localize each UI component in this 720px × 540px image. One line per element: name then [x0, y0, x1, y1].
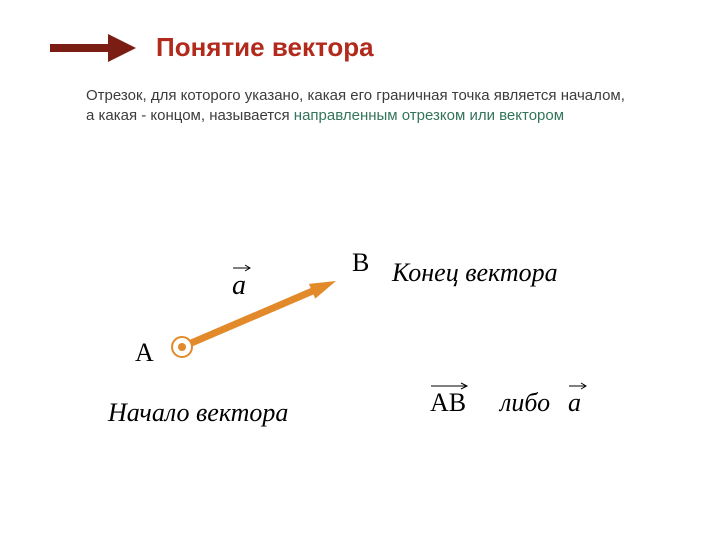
label-a-top-text: a — [232, 270, 246, 301]
label-ab-text: АВ — [430, 388, 466, 417]
vector-start-circle-inner — [178, 343, 186, 351]
label-end-vector: Конец вектора — [392, 258, 558, 288]
label-point-a: А — [135, 338, 154, 368]
vector-line — [182, 291, 312, 347]
label-a-bottom-text: a — [568, 388, 581, 417]
vector-arrowhead — [309, 281, 336, 299]
label-or: либо — [500, 388, 550, 418]
label-vector-a-bottom: a — [568, 388, 581, 418]
label-vector-ab: АВ — [430, 388, 466, 418]
label-point-b: В — [352, 248, 369, 278]
label-start-vector: Начало вектора — [108, 398, 288, 428]
label-vector-a-top: a — [232, 270, 246, 302]
